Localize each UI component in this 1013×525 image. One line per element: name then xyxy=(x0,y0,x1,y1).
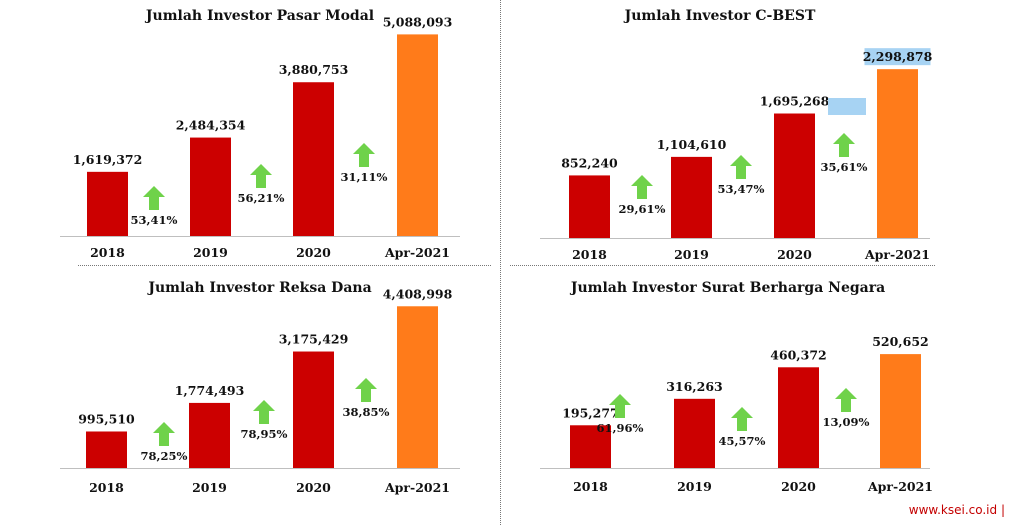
value-label-2019: 316,263 xyxy=(666,379,723,394)
value-label-2018: 195,277 xyxy=(562,405,619,420)
growth-percent-label: 31,11% xyxy=(341,170,388,184)
growth-percent-label: 53,41% xyxy=(131,213,178,227)
value-label-2019: 1,774,493 xyxy=(175,383,245,398)
chart-panel-reksa-dana: Jumlah Investor Reksa Dana 995,510 2018 1,7… xyxy=(30,270,500,525)
tick-label-2020: 2020 xyxy=(781,479,816,494)
bar-apr-2021 xyxy=(877,69,918,238)
growth-arrow-icon xyxy=(835,388,857,412)
bar-2019 xyxy=(190,137,231,236)
bar-2018 xyxy=(570,425,611,468)
tick-label-2019: 2019 xyxy=(677,479,712,494)
chart-reksa-dana: Jumlah Investor Reksa Dana 995,510 2018 1,7… xyxy=(60,280,460,495)
bar-2020 xyxy=(293,351,334,468)
bar-apr-2021 xyxy=(880,354,921,468)
horizontal-divider-left xyxy=(78,265,491,266)
growth-arrow-icon xyxy=(731,407,753,431)
horizontal-divider-right xyxy=(510,265,935,266)
bar-2018 xyxy=(86,431,127,468)
growth-percent-label: 61,96% xyxy=(597,421,644,435)
growth-percent-label: 45,57% xyxy=(719,434,766,448)
value-label-2020: 3,175,429 xyxy=(279,332,349,347)
value-label-2020: 1,695,268 xyxy=(760,94,830,109)
chart-cbest: Jumlah Investor C-BEST 852,240 2018 1,104,6… xyxy=(540,8,933,262)
value-label-2018: 995,510 xyxy=(78,411,135,426)
growth-percent-label: 35,61% xyxy=(821,160,868,174)
bar-2020 xyxy=(774,113,815,238)
tick-label-apr-2021: Apr-2021 xyxy=(384,245,450,260)
value-label-2019: 1,104,610 xyxy=(657,137,727,152)
growth-percent-label: 56,21% xyxy=(238,191,285,205)
chart-pasar-modal: Jumlah Investor Pasar Modal 1,619,372 2018… xyxy=(60,8,460,260)
growth-arrow-icon xyxy=(833,133,855,157)
tick-label-apr-2021: Apr-2021 xyxy=(867,479,933,494)
value-label-apr-2021: 2,298,878 xyxy=(863,49,933,64)
growth-arrow-icon xyxy=(250,164,272,188)
value-label-2018: 1,619,372 xyxy=(73,152,143,167)
bar-2020 xyxy=(778,367,819,468)
growth-percent-label: 38,85% xyxy=(343,405,390,419)
footer-url: www.ksei.co.id | xyxy=(908,503,1005,517)
value-label-apr-2021: 5,088,093 xyxy=(383,14,453,29)
bar-apr-2021 xyxy=(397,34,438,236)
tick-label-apr-2021: Apr-2021 xyxy=(864,247,930,262)
growth-percent-label: 78,25% xyxy=(141,449,188,463)
value-label-2020: 3,880,753 xyxy=(279,62,349,77)
bar-2019 xyxy=(189,402,230,468)
tick-label-2020: 2020 xyxy=(296,480,331,495)
value-highlight-box xyxy=(864,48,931,66)
growth-percent-label: 53,47% xyxy=(718,182,765,196)
value-label-apr-2021: 520,652 xyxy=(872,334,929,349)
bar-2019 xyxy=(674,398,715,468)
chart-title: Jumlah Investor Pasar Modal xyxy=(144,8,374,24)
tick-label-apr-2021: Apr-2021 xyxy=(384,480,450,495)
vertical-divider xyxy=(500,0,501,525)
bar-2018 xyxy=(87,171,128,236)
growth-arrow-icon xyxy=(353,143,375,167)
chart-title: Jumlah Investor Surat Berharga Negara xyxy=(569,280,885,296)
growth-arrow-icon xyxy=(609,394,631,418)
bar-2018 xyxy=(569,175,610,238)
tick-label-2018: 2018 xyxy=(572,247,607,262)
tick-label-2019: 2019 xyxy=(192,480,227,495)
bar-2019 xyxy=(671,156,712,238)
growth-arrow-icon xyxy=(143,186,165,210)
value-label-2019: 2,484,354 xyxy=(176,118,246,133)
growth-percent-label: 78,95% xyxy=(241,427,288,441)
growth-arrow-icon xyxy=(153,422,175,446)
chart-title: Jumlah Investor Reksa Dana xyxy=(146,280,371,296)
chart-panel-sbn: Jumlah Investor Surat Berharga Negara 195… xyxy=(510,270,950,525)
tick-label-2018: 2018 xyxy=(90,245,125,260)
chart-title: Jumlah Investor C-BEST xyxy=(623,8,816,24)
growth-arrow-icon xyxy=(253,400,275,424)
tick-label-2019: 2019 xyxy=(193,245,228,260)
value-label-2020: 460,372 xyxy=(770,347,827,362)
value-label-2018: 852,240 xyxy=(561,155,618,170)
bar-2020 xyxy=(293,82,334,236)
growth-arrow-icon xyxy=(355,378,377,402)
growth-arrow-icon xyxy=(631,175,653,199)
chart-panel-pasar-modal: Jumlah Investor Pasar Modal 1,619,372 2018… xyxy=(30,0,500,262)
value-label-apr-2021: 4,408,998 xyxy=(383,286,453,301)
bar-apr-2021 xyxy=(397,306,438,468)
growth-percent-label: 13,09% xyxy=(823,415,870,429)
chart-sbn: Jumlah Investor Surat Berharga Negara 195… xyxy=(540,280,933,494)
tick-label-2019: 2019 xyxy=(674,247,709,262)
tick-label-2020: 2020 xyxy=(777,247,812,262)
growth-percent-label: 29,61% xyxy=(619,202,666,216)
chart-panel-cbest: Jumlah Investor C-BEST 852,240 2018 1,104,6… xyxy=(510,0,950,262)
tick-label-2018: 2018 xyxy=(573,479,608,494)
growth-arrow-icon xyxy=(730,155,752,179)
highlight-box-decoration xyxy=(828,98,866,115)
tick-label-2018: 2018 xyxy=(89,480,124,495)
tick-label-2020: 2020 xyxy=(296,245,331,260)
